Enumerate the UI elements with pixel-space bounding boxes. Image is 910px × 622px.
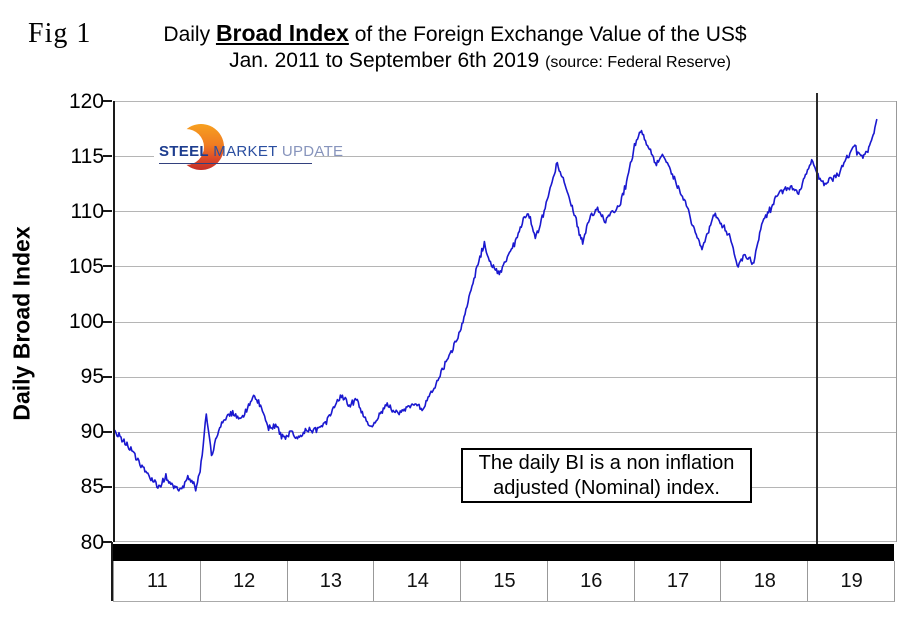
chart-title-emphasis: Broad Index (215, 20, 349, 46)
y-tick-mark-110 (103, 210, 112, 213)
chart-title-prefix: Daily (163, 23, 216, 46)
y-tick-mark-115 (103, 155, 112, 158)
chart-title: Daily Broad Index of the Foreign Exchang… (105, 20, 805, 47)
annotation-line2: adjusted (Nominal) index. (493, 476, 720, 499)
y-tick-mark-100 (103, 320, 112, 323)
logo-text: STEEL MARKET UPDATE (159, 143, 343, 164)
y-axis-extension-line (111, 542, 113, 601)
chart-title-suffix: of the Foreign Exchange Value of the US$ (348, 23, 747, 46)
gridline-115 (115, 156, 896, 158)
figure-label: Fig 1 (28, 18, 92, 49)
y-tick-mark-90 (103, 430, 112, 433)
plot-area: STEEL MARKET UPDATE The daily BI is a no… (113, 93, 897, 544)
x-tick-label-17: 17 (633, 561, 722, 601)
annotation-line1: The daily BI is a non inflation (478, 451, 735, 474)
x-tick-label-18: 18 (720, 561, 808, 601)
y-tick-mark-105 (103, 265, 112, 268)
x-tick-label-14: 14 (373, 561, 461, 601)
y-tick-mark-95 (103, 375, 112, 378)
y-tick-label-105: 105 (68, 254, 104, 278)
logo-word-market: MARKET (208, 143, 278, 160)
gridline-80 (115, 541, 896, 542)
steel-market-update-logo: STEEL MARKET UPDATE (154, 122, 343, 170)
gridline-90 (115, 431, 896, 433)
y-tick-label-100: 100 (68, 310, 104, 333)
bottom-black-bar (113, 544, 894, 561)
chart-subtitle: Jan. 2011 to September 6th 2019 (source:… (130, 49, 830, 73)
broad-index-line (115, 118, 878, 492)
chart-subtitle-dates: Jan. 2011 to September 6th 2019 (229, 49, 546, 72)
x-tick-label-19: 19 (807, 561, 895, 601)
annotation-box: The daily BI is a non inflation adjusted… (461, 448, 752, 503)
y-tick-label-115: 115 (70, 144, 104, 168)
y-tick-label-90: 90 (80, 420, 104, 444)
x-tick-label-13: 13 (286, 561, 375, 601)
gridline-120 (115, 101, 896, 102)
y-tick-mark-120 (103, 100, 112, 102)
x-tick-label-16: 16 (546, 561, 635, 601)
y-tick-label-110: 110 (70, 199, 104, 223)
x-tick-label-15: 15 (460, 561, 548, 601)
y-tick-label-85: 85 (80, 475, 104, 499)
y-tick-label-80: 80 (80, 530, 104, 554)
y-tick-mark-80 (103, 541, 112, 543)
gridline-105 (115, 266, 896, 268)
x-axis-label-row: 11 12 13 14 15 16 17 18 19 (113, 561, 895, 602)
y-tick-label-95: 95 (80, 365, 104, 389)
gridline-95 (115, 376, 896, 378)
y-axis-title: Daily Broad Index (8, 226, 35, 421)
gridline-110 (115, 211, 896, 213)
gridline-100 (115, 321, 896, 323)
data-line-canvas (115, 118, 878, 492)
y-tick-mark-85 (103, 485, 112, 488)
crescent-moon-icon (168, 124, 224, 170)
logo-word-update: UPDATE (277, 143, 344, 160)
chart-source-note: (source: Federal Reserve) (545, 54, 731, 71)
y-tick-label-120: 120 (68, 89, 104, 113)
x-tick-label-12: 12 (199, 561, 288, 601)
x-tick-label-11: 11 (113, 561, 201, 601)
vertical-marker-line (816, 93, 818, 544)
logo-word-steel: STEEL (159, 143, 209, 160)
